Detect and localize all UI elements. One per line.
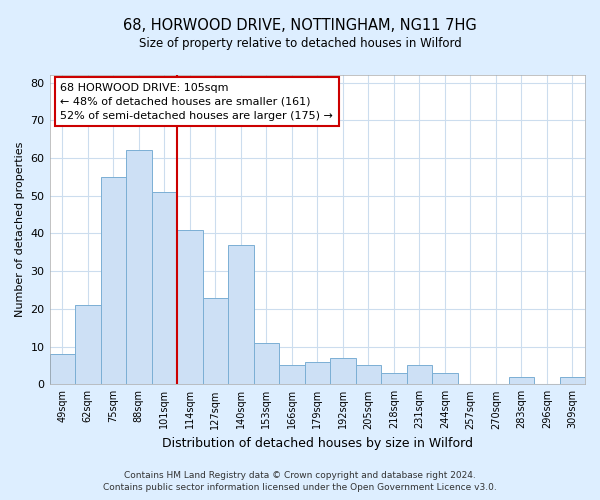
Bar — [203, 298, 228, 384]
Bar — [177, 230, 203, 384]
Bar — [407, 366, 432, 384]
Bar — [254, 343, 279, 384]
Text: Size of property relative to detached houses in Wilford: Size of property relative to detached ho… — [139, 38, 461, 51]
Bar — [330, 358, 356, 384]
Bar — [75, 305, 101, 384]
Bar — [50, 354, 75, 384]
Bar — [432, 373, 458, 384]
Bar — [152, 192, 177, 384]
Text: 68 HORWOOD DRIVE: 105sqm
← 48% of detached houses are smaller (161)
52% of semi-: 68 HORWOOD DRIVE: 105sqm ← 48% of detach… — [60, 82, 333, 120]
Bar — [509, 377, 534, 384]
Bar — [126, 150, 152, 384]
X-axis label: Distribution of detached houses by size in Wilford: Distribution of detached houses by size … — [162, 437, 473, 450]
Bar — [279, 366, 305, 384]
Text: 68, HORWOOD DRIVE, NOTTINGHAM, NG11 7HG: 68, HORWOOD DRIVE, NOTTINGHAM, NG11 7HG — [123, 18, 477, 32]
Bar — [305, 362, 330, 384]
Bar — [228, 244, 254, 384]
Bar — [560, 377, 585, 384]
Y-axis label: Number of detached properties: Number of detached properties — [15, 142, 25, 318]
Bar — [101, 177, 126, 384]
Text: Contains HM Land Registry data © Crown copyright and database right 2024.
Contai: Contains HM Land Registry data © Crown c… — [103, 471, 497, 492]
Bar — [381, 373, 407, 384]
Bar — [356, 366, 381, 384]
